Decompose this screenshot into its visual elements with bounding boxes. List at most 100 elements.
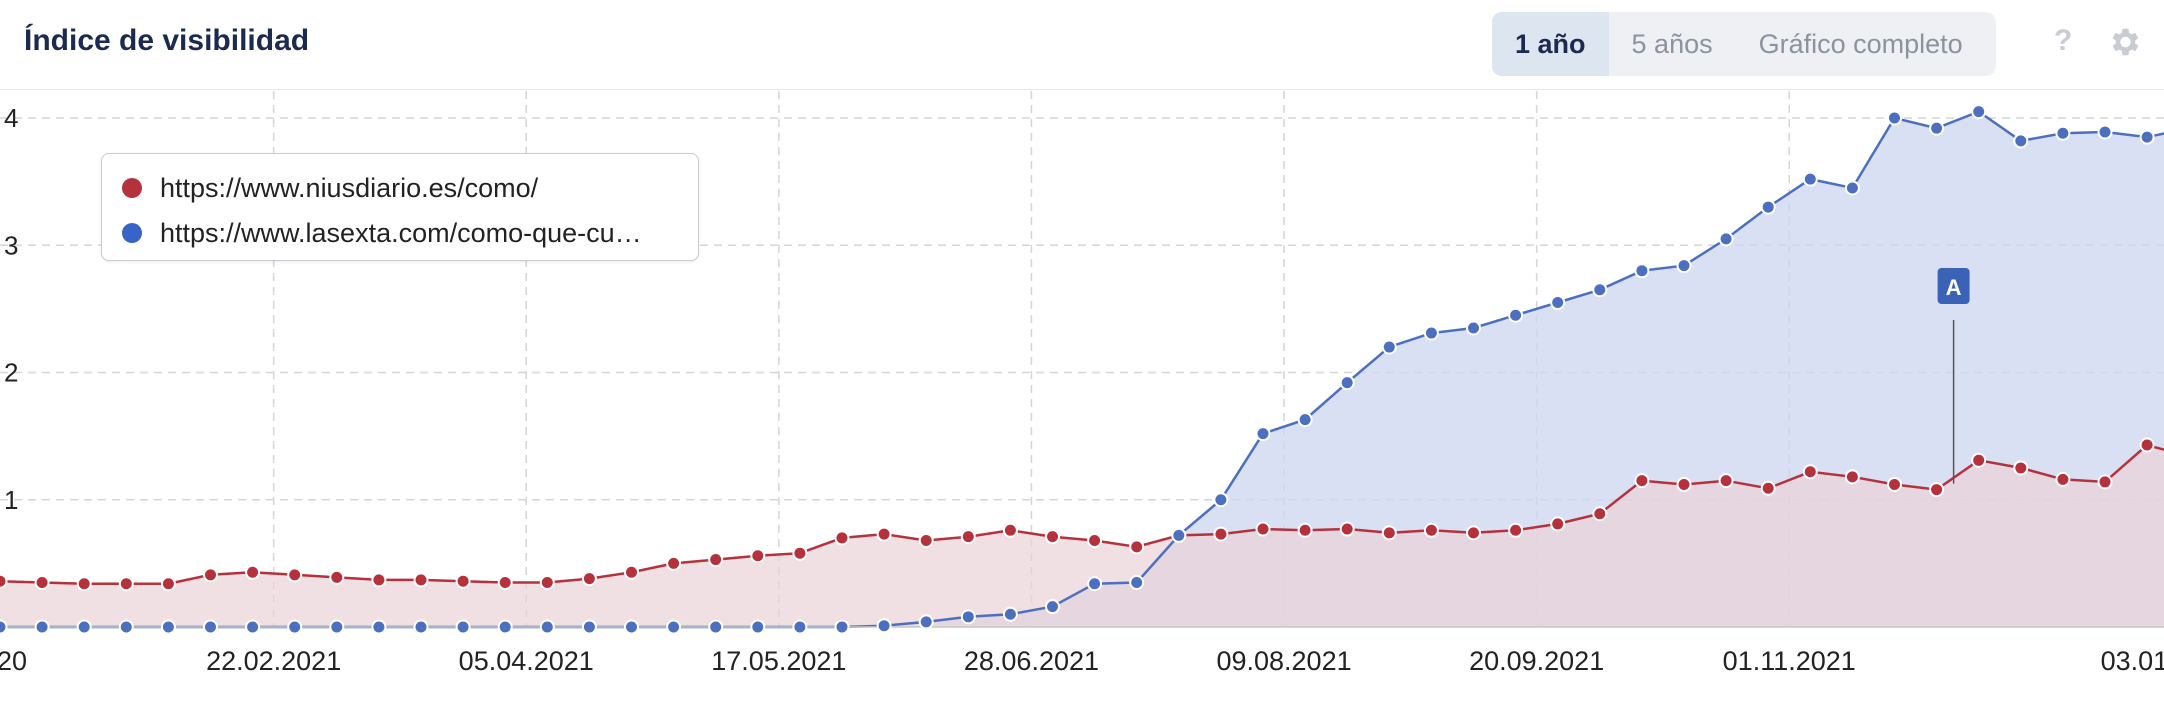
lasexta-point (1255, 426, 1271, 442)
niusdiario-point (1887, 476, 1902, 492)
niusdiario-point (118, 576, 134, 592)
niusdiario-point (1255, 521, 1271, 537)
lasexta-point (1550, 295, 1566, 311)
lasexta-point (1213, 492, 1229, 508)
niusdiario-point (34, 574, 50, 590)
chart-legend: https://www.niusdiario.es/como/ https://… (101, 153, 699, 261)
y-tick-label: 1 (4, 485, 18, 515)
niusdiario-point (1002, 522, 1018, 538)
lasexta-point (1508, 307, 1524, 323)
niusdiario-point (1045, 529, 1060, 545)
niusdiario-point (76, 576, 92, 592)
niusdiario-point (1760, 480, 1776, 496)
lasexta-point (666, 619, 682, 635)
niusdiario-point (1802, 464, 1818, 480)
x-tick-label: 020 (0, 646, 27, 676)
legend-item-lasexta[interactable]: https://www.lasexta.com/como-que-cu… (122, 215, 642, 251)
niusdiario-point (1550, 516, 1566, 532)
lasexta-point (708, 619, 724, 635)
chart-title: Índice de visibilidad (24, 24, 310, 57)
niusdiario-point (2139, 437, 2155, 453)
legend-label-niusdiario: https://www.niusdiario.es/como/ (160, 172, 539, 203)
lasexta-point (1087, 576, 1103, 592)
legend-label-lasexta: https://www.lasexta.com/como-que-cu… (160, 217, 642, 248)
niusdiario-point (750, 548, 766, 564)
niusdiario-point (497, 574, 513, 590)
lasexta-point (1802, 171, 1818, 187)
niusdiario-point (0, 573, 8, 589)
niusdiario-point (371, 572, 387, 588)
niusdiario-point (2055, 471, 2071, 487)
niusdiario-point (329, 569, 345, 585)
lasexta-point (1592, 282, 1608, 298)
lasexta-point (1929, 120, 1945, 136)
y-tick-label: 2 (4, 358, 18, 388)
niusdiario-point (1213, 526, 1229, 542)
legend-dot-blue (122, 223, 142, 243)
niusdiario-point (2097, 474, 2113, 490)
legend-item-niusdiario[interactable]: https://www.niusdiario.es/como/ (122, 170, 538, 206)
lasexta-point (455, 619, 471, 635)
help-icon[interactable]: ? (2054, 24, 2073, 57)
niusdiario-point (1844, 469, 1860, 485)
lasexta-point (118, 619, 134, 635)
time-range-selector: 1 año 5 años Gráfico completo (1492, 12, 1996, 76)
niusdiario-point (792, 545, 808, 561)
niusdiario-point (1339, 521, 1355, 537)
niusdiario-point (203, 567, 218, 583)
lasexta-point (1718, 231, 1734, 247)
y-tick-label: 3 (4, 230, 18, 260)
niusdiario-point (1087, 532, 1103, 548)
lasexta-point (1171, 527, 1187, 543)
lasexta-point (624, 619, 639, 635)
lasexta-point (203, 619, 218, 635)
tab-5-years[interactable]: 5 años (1631, 29, 1713, 59)
niusdiario-point (1971, 452, 1987, 468)
lasexta-point (876, 618, 892, 634)
lasexta-point (792, 619, 808, 635)
lasexta-point (834, 619, 850, 635)
niusdiario-point (1592, 506, 1608, 522)
annotation-label: A (1946, 275, 1962, 300)
annotation-marker (1937, 268, 1970, 304)
lasexta-point (34, 619, 50, 635)
niusdiario-point (160, 576, 176, 592)
niusdiario-point (539, 574, 555, 590)
lasexta-point (581, 619, 597, 635)
niusdiario-point (1466, 525, 1481, 541)
niusdiario-point (876, 526, 892, 542)
lasexta-point (1381, 339, 1397, 355)
gear-icon[interactable] (2106, 24, 2146, 64)
lasexta-point (76, 619, 92, 635)
lasexta-point (918, 614, 934, 630)
niusdiario-point (918, 532, 934, 548)
lasexta-point (1676, 258, 1692, 274)
niusdiario-point (834, 530, 850, 546)
niusdiario-point (624, 564, 639, 580)
lasexta-point (371, 619, 387, 635)
lasexta-point (1129, 574, 1145, 590)
niusdiario-point (1297, 522, 1313, 538)
niusdiario-point (2013, 460, 2029, 476)
niusdiario-point (1718, 473, 1734, 489)
lasexta-point (2139, 129, 2155, 145)
lasexta-point (1045, 599, 1060, 615)
x-tick-label: 01.11.2021 (1723, 646, 1856, 676)
lasexta-point (497, 619, 513, 635)
legend-dot-red (122, 178, 142, 198)
niusdiario-point (1676, 476, 1692, 492)
lasexta-point (287, 619, 303, 635)
lasexta-point (960, 609, 976, 625)
niusdiario-point (1929, 482, 1945, 498)
lasexta-point (1297, 412, 1313, 428)
lasexta-point (2055, 125, 2071, 141)
lasexta-point (750, 619, 766, 635)
lasexta-point (2097, 124, 2113, 140)
niusdiario-point (708, 552, 724, 568)
x-tick-label: 09.08.2021 (1216, 646, 1351, 676)
lasexta-point (0, 619, 8, 635)
x-tick-label: 17.05.2021 (711, 646, 846, 676)
tab-1-year[interactable]: 1 año (1492, 12, 1609, 76)
tab-full-chart[interactable]: Gráfico completo (1758, 29, 1963, 59)
